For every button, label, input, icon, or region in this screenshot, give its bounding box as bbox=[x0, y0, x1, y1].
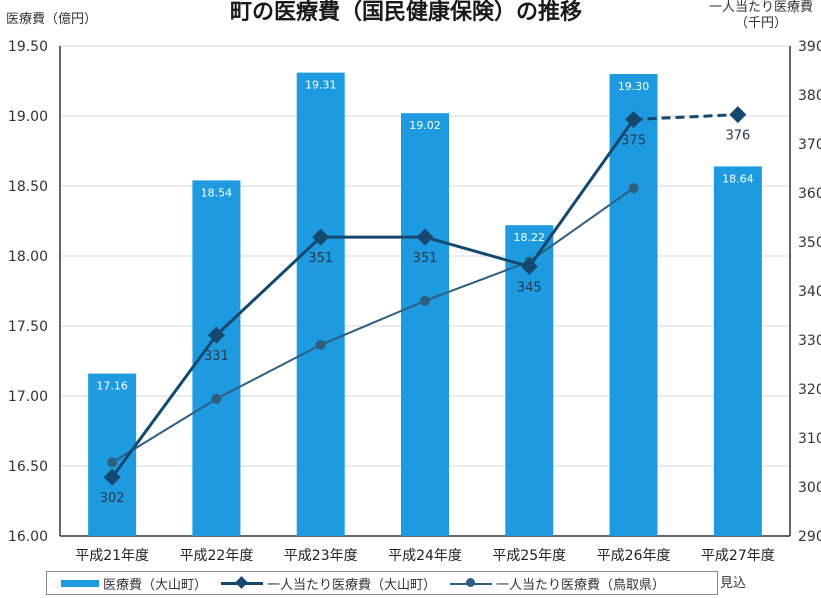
series-point-pref bbox=[628, 183, 639, 194]
x-tick-label: 平成26年度 bbox=[597, 548, 671, 564]
x-tick-label: 平成22年度 bbox=[180, 548, 254, 564]
y-left-tick-label: 18.00 bbox=[8, 249, 48, 265]
line-data-label: 375 bbox=[621, 134, 646, 149]
legend-swatch-bar bbox=[61, 579, 99, 587]
series-point-pref bbox=[107, 457, 118, 468]
bar-data-label: 18.64 bbox=[722, 172, 754, 185]
legend-item-bar: 医療費（大山町） bbox=[61, 574, 207, 593]
legend-item-town-line: 一人当たり医療費（大山町） bbox=[221, 574, 436, 593]
bar-data-label: 19.30 bbox=[618, 80, 650, 93]
y-right-tick-label: 290 bbox=[798, 529, 821, 545]
series-line-town-estimate bbox=[633, 113, 738, 121]
bar bbox=[296, 72, 345, 536]
series-point-town bbox=[207, 326, 225, 344]
chart-title: 町の医療費（国民健康保険）の推移 bbox=[230, 0, 583, 25]
bar bbox=[505, 225, 554, 536]
y-left-axis-label: 医療費（億円） bbox=[6, 12, 98, 27]
y-right-tick-label: 370 bbox=[798, 137, 821, 153]
x-tick-label: 平成21年度 bbox=[75, 548, 149, 564]
bar-data-label: 19.31 bbox=[305, 79, 337, 92]
line-data-label: 302 bbox=[100, 491, 125, 506]
series-point-town bbox=[520, 258, 538, 275]
series-point-pref bbox=[420, 295, 430, 306]
x-tick-label: 平成23年度 bbox=[284, 548, 358, 564]
y-right-tick-label: 300 bbox=[798, 480, 821, 496]
bar-data-label: 19.02 bbox=[409, 119, 441, 132]
bar bbox=[401, 113, 449, 536]
line-data-label: 331 bbox=[204, 349, 229, 364]
y-right-tick-label: 320 bbox=[798, 382, 821, 398]
series-point-pref bbox=[315, 339, 326, 350]
x-tick-label: 平成24年度 bbox=[388, 548, 462, 564]
series-line-pref bbox=[111, 187, 635, 464]
y-right-tick-label: 380 bbox=[798, 88, 821, 104]
legend-swatch-town-line bbox=[221, 576, 264, 589]
y-right-tick-label: 330 bbox=[798, 333, 821, 349]
y-left-tick-label: 16.50 bbox=[8, 459, 48, 475]
line-data-label: 351 bbox=[413, 251, 438, 266]
series-point-town bbox=[729, 106, 747, 124]
line-data-label: 351 bbox=[308, 251, 333, 266]
y-right-tick-label: 340 bbox=[798, 284, 821, 300]
y-left-tick-label: 19.00 bbox=[8, 109, 48, 125]
legend-label-pref-line: 一人当たり医療費（鳥取県） bbox=[496, 577, 666, 593]
estimate-note: 見込 bbox=[720, 576, 747, 591]
y-left-tick-label: 18.50 bbox=[8, 179, 48, 195]
series-point-town bbox=[416, 228, 434, 246]
y-right-tick-label: 360 bbox=[798, 186, 821, 202]
y-left-tick-label: 19.50 bbox=[8, 39, 48, 55]
series-point-town bbox=[103, 468, 121, 486]
line-data-label: 345 bbox=[517, 281, 542, 296]
y-left-tick-label: 16.00 bbox=[8, 529, 48, 545]
line-data-label: 376 bbox=[725, 129, 750, 144]
y-right-tick-label: 350 bbox=[798, 235, 821, 251]
y-right-axis-label-line1: 一人当たり医療費 bbox=[708, 0, 813, 15]
legend-swatch-pref-line bbox=[450, 577, 493, 589]
series-line-town bbox=[110, 118, 635, 479]
bar-data-label: 17.16 bbox=[96, 380, 128, 393]
series-point-town bbox=[625, 111, 643, 128]
y-right-axis-label-line2: （千円） bbox=[734, 16, 787, 31]
legend-label-town-line: 一人当たり医療費（大山町） bbox=[267, 577, 437, 593]
bar-data-label: 18.22 bbox=[514, 231, 546, 244]
x-tick-label: 平成27年度 bbox=[701, 548, 775, 564]
series-point-pref bbox=[211, 393, 222, 404]
legend-item-pref-line: 一人当たり医療費（鳥取県） bbox=[450, 574, 665, 593]
legend-label-bar: 医療費（大山町） bbox=[103, 577, 208, 593]
x-tick-label: 平成25年度 bbox=[492, 548, 566, 564]
bar bbox=[713, 166, 762, 536]
y-right-tick-label: 310 bbox=[798, 431, 821, 447]
y-left-tick-label: 17.50 bbox=[8, 319, 48, 335]
series-point-town bbox=[312, 228, 330, 246]
y-right-axis-label: 一人当たり医療費 （千円） bbox=[709, 0, 813, 32]
bar bbox=[609, 74, 658, 536]
y-right-tick-label: 390 bbox=[798, 39, 821, 55]
legend: 医療費（大山町） 一人当たり医療費（大山町） 一人当たり医療費（鳥取県） bbox=[46, 571, 718, 595]
y-left-tick-label: 17.00 bbox=[8, 389, 48, 405]
bar-data-label: 18.54 bbox=[201, 186, 233, 199]
